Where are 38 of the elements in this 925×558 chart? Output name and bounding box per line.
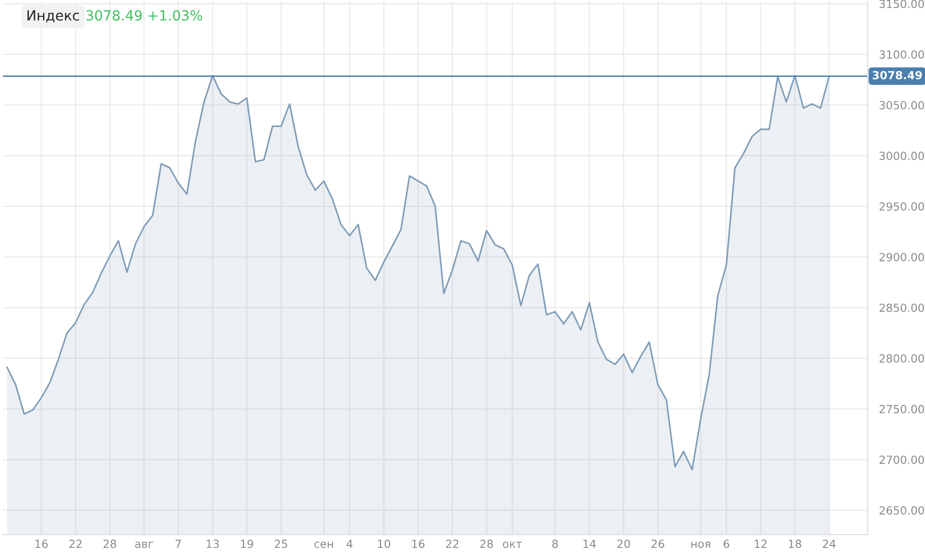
x-tick-label: сен (314, 542, 333, 548)
x-tick-label: 8 (552, 540, 558, 548)
x-tick-label: 22 (446, 540, 458, 548)
x-tick-label: 22 (69, 540, 82, 548)
y-tick-label: 3150.00 (880, 0, 924, 8)
x-tick-label: 20 (617, 540, 630, 548)
y-tick-label: 3100.00 (880, 50, 924, 59)
y-tick-label: 2900.00 (880, 252, 924, 262)
x-tick-label: 18 (789, 540, 802, 548)
y-tick-label: 2650.00 (880, 506, 924, 515)
ref-line-label: 3078.49 (872, 70, 922, 80)
x-tick-label: окт (502, 542, 522, 548)
y-tick-label: 2850.00 (880, 304, 924, 312)
y-tick-label: 2950.00 (880, 202, 924, 211)
x-tick-label: 16 (412, 540, 424, 548)
x-tick-label: 28 (104, 540, 116, 548)
x-tick-label: 24 (822, 540, 836, 548)
x-tick-label: 16 (35, 540, 48, 548)
x-tick-label: 7 (176, 540, 181, 548)
x-tick-label: 19 (240, 540, 254, 548)
x-tick-label: 4 (346, 540, 352, 548)
y-tick-label: 2750.00 (880, 404, 924, 414)
x-tick-label: 13 (206, 540, 219, 548)
y-tick-label: 3050.00 (880, 100, 924, 110)
x-tick-label: 12 (754, 540, 767, 548)
x-tick-label: 28 (480, 540, 493, 548)
x-tick-label: 26 (652, 540, 664, 548)
chart-subtitle: 3078.49 +1.03% (86, 10, 202, 21)
x-tick-label: 14 (584, 540, 596, 548)
x-tick-label: 10 (378, 540, 390, 548)
text: Индекс (27, 10, 79, 22)
y-tick-label: 2700.00 (880, 456, 924, 464)
x-tick-label: 6 (724, 540, 730, 548)
y-tick-label: 2800.00 (880, 354, 924, 363)
x-tick-label: ноя (691, 542, 710, 548)
x-tick-label: авг (135, 542, 154, 548)
x-tick-label: 25 (274, 540, 288, 548)
y-tick-label: 3000.00 (880, 152, 924, 160)
